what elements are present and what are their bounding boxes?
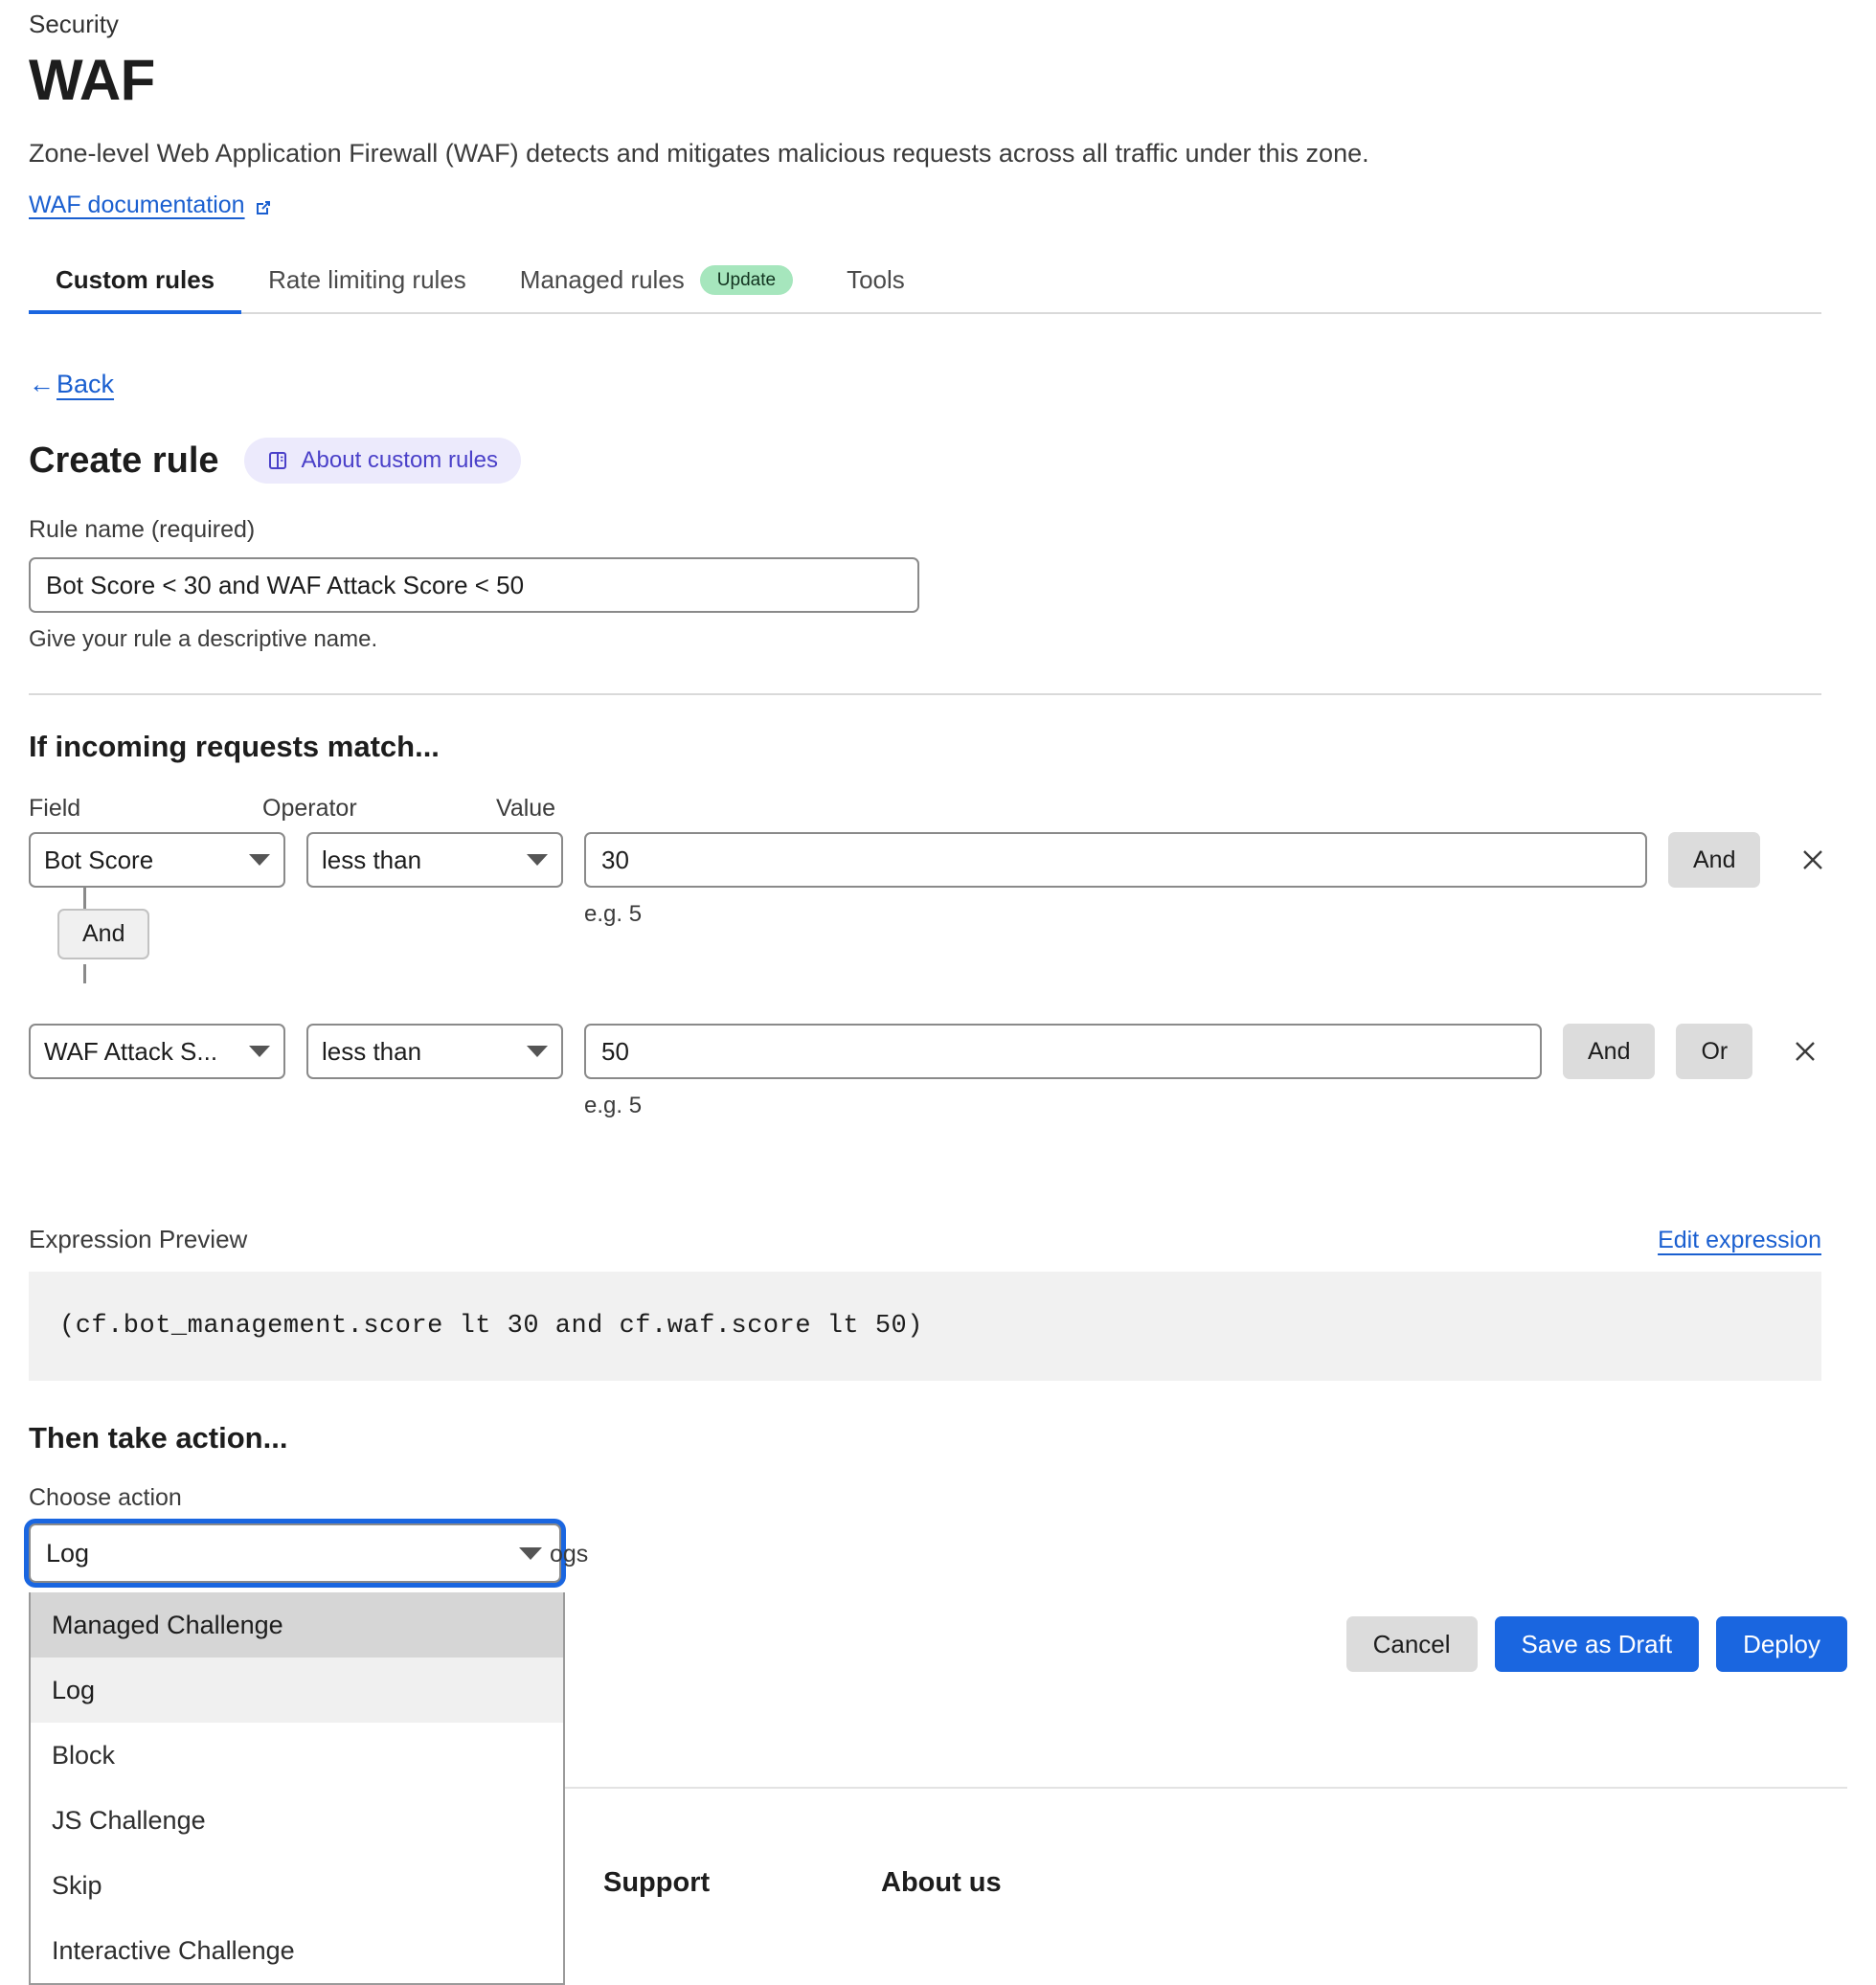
form-action-buttons: Cancel Save as Draft Deploy (1345, 1616, 1847, 1672)
tab-custom-rules-label: Custom rules (56, 265, 215, 294)
section-divider (29, 693, 1821, 695)
condition-2-operator-select[interactable]: less than (306, 1024, 563, 1079)
condition-1-operator-select[interactable]: less than (306, 832, 563, 888)
tab-custom-rules[interactable]: Custom rules (29, 259, 242, 314)
column-header-value: Value (496, 795, 556, 822)
create-rule-title: Create rule (29, 440, 219, 481)
action-option-log[interactable]: Log (31, 1658, 563, 1723)
condition-2-operator-value: less than (322, 1036, 422, 1066)
action-option-js-challenge[interactable]: JS Challenge (52, 1805, 206, 1835)
condition-2-or-button[interactable]: Or (1676, 1024, 1753, 1079)
condition-connector-line-bottom (83, 964, 86, 983)
back-link[interactable]: ← Back (29, 370, 114, 399)
tab-rate-limiting-rules[interactable]: Rate limiting rules (241, 259, 493, 312)
page-title: WAF (29, 48, 155, 112)
condition-column-headers: Field Operator Value (29, 795, 1847, 823)
condition-2-value-hint: e.g. 5 (584, 1093, 643, 1118)
chevron-down-icon (527, 1046, 548, 1057)
chevron-down-icon (519, 1546, 542, 1560)
expression-preview-text: (cf.bot_management.score lt 30 and cf.wa… (59, 1312, 923, 1341)
rule-name-help: Give your rule a descriptive name. (29, 626, 378, 652)
tab-tools-label: Tools (847, 265, 905, 294)
condition-1-operator-value: less than (322, 845, 422, 874)
deploy-button[interactable]: Deploy (1716, 1616, 1847, 1672)
column-header-field: Field (29, 795, 81, 822)
about-custom-rules-label: About custom rules (301, 447, 498, 473)
condition-1-field-select[interactable]: Bot Score (29, 832, 285, 888)
rule-name-input[interactable] (29, 557, 919, 613)
condition-2-remove-button[interactable] (1777, 1024, 1833, 1079)
tab-tools[interactable]: Tools (820, 259, 932, 312)
action-help-text: ogs (550, 1541, 589, 1568)
edit-expression-link[interactable]: Edit expression (1658, 1227, 1821, 1253)
condition-row-2: WAF Attack S... less than e.g. 5 And Or (29, 1024, 1847, 1119)
condition-1-and-button[interactable]: And (1668, 832, 1761, 888)
create-rule-header: Create rule About custom rules (29, 438, 1847, 484)
expression-preview-label: Expression Preview (29, 1225, 248, 1253)
waf-documentation-link[interactable]: WAF documentation (29, 192, 273, 219)
expression-preview-header: Expression Preview Edit expression (29, 1225, 1821, 1254)
waf-documentation-label: WAF documentation (29, 192, 245, 218)
action-option-skip[interactable]: Skip (52, 1870, 102, 1900)
condition-2-and-button[interactable]: And (1563, 1024, 1656, 1079)
action-option-block[interactable]: Block (52, 1740, 116, 1770)
chevron-down-icon (249, 854, 270, 866)
action-option-interactive-challenge[interactable]: Interactive Challenge (52, 1935, 295, 1965)
waf-tab-bar: Custom rules Rate limiting rules Managed… (29, 259, 1821, 314)
condition-1-remove-button[interactable] (1785, 832, 1841, 888)
chevron-down-icon (527, 854, 548, 866)
managed-rules-update-badge: Update (699, 265, 794, 295)
tab-managed-rules-label: Managed rules (519, 265, 685, 294)
condition-1-field-value: Bot Score (44, 845, 154, 874)
action-section-heading: Then take action... (29, 1421, 288, 1455)
save-as-draft-button[interactable]: Save as Draft (1494, 1616, 1700, 1672)
condition-2-value-input[interactable] (584, 1024, 1542, 1079)
column-header-operator: Operator (262, 795, 357, 822)
footer-column-support[interactable]: Support (603, 1867, 711, 1898)
condition-1-value-input[interactable] (584, 832, 1647, 888)
choose-action-selected-value: Log (46, 1538, 90, 1568)
condition-2-field-select[interactable]: WAF Attack S... (29, 1024, 285, 1079)
expression-preview-box: (cf.bot_management.score lt 30 and cf.wa… (29, 1272, 1821, 1381)
choose-action-label: Choose action (29, 1484, 182, 1511)
footer-divider (29, 1787, 1847, 1789)
back-label: Back (57, 370, 115, 398)
back-row: ← Back (29, 370, 1847, 399)
condition-row-1: Bot Score less than e.g. 5 And And (29, 832, 1847, 983)
external-link-icon (254, 196, 273, 215)
breadcrumb-security: Security (29, 10, 119, 38)
tab-rate-limiting-rules-label: Rate limiting rules (268, 265, 466, 294)
about-custom-rules-pill[interactable]: About custom rules (243, 438, 521, 484)
condition-1-value-wrap: e.g. 5 (584, 832, 1647, 928)
book-icon (267, 450, 288, 471)
chevron-down-icon (249, 1046, 270, 1057)
back-arrow-icon: ← (29, 370, 55, 398)
choose-action-control: Log Managed Challenge Log Block JS Chall… (29, 1523, 565, 1985)
condition-2-value-wrap: e.g. 5 (584, 1024, 1542, 1119)
cancel-button[interactable]: Cancel (1345, 1616, 1478, 1672)
condition-connector-line-top (83, 888, 86, 909)
documentation-link-row: WAF documentation (29, 192, 1847, 219)
rule-name-label: Rule name (required) (29, 516, 256, 543)
condition-1-value-hint: e.g. 5 (584, 901, 643, 927)
choose-action-dropdown-menu: Managed Challenge Log Block JS Challenge… (29, 1592, 565, 1985)
footer-column-about-us[interactable]: About us (881, 1867, 1002, 1898)
tab-managed-rules[interactable]: Managed rules Update (493, 259, 820, 312)
condition-2-field-value: WAF Attack S... (44, 1036, 218, 1066)
page-description: Zone-level Web Application Firewall (WAF… (29, 139, 1369, 168)
action-option-managed-challenge[interactable]: Managed Challenge (31, 1592, 563, 1658)
waf-custom-rules-page: Security WAF Zone-level Web Application … (29, 10, 1847, 1985)
condition-group-and-connector[interactable]: And (57, 909, 150, 959)
match-section-heading: If incoming requests match... (29, 730, 440, 763)
choose-action-select[interactable]: Log (29, 1523, 561, 1583)
